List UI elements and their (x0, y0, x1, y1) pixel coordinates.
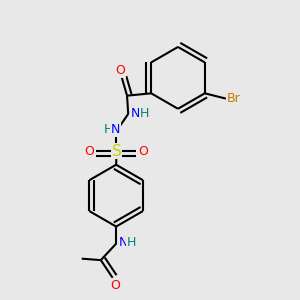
Text: O: O (84, 145, 94, 158)
Text: S: S (112, 143, 121, 158)
Text: H: H (140, 107, 149, 120)
Text: N: N (131, 107, 141, 120)
Text: H: H (127, 236, 136, 249)
Text: O: O (139, 145, 148, 158)
Text: Br: Br (227, 92, 241, 105)
Text: H: H (103, 123, 113, 136)
Text: O: O (110, 279, 120, 292)
Text: N: N (118, 236, 128, 249)
Text: O: O (116, 64, 125, 77)
Text: N: N (111, 123, 120, 136)
